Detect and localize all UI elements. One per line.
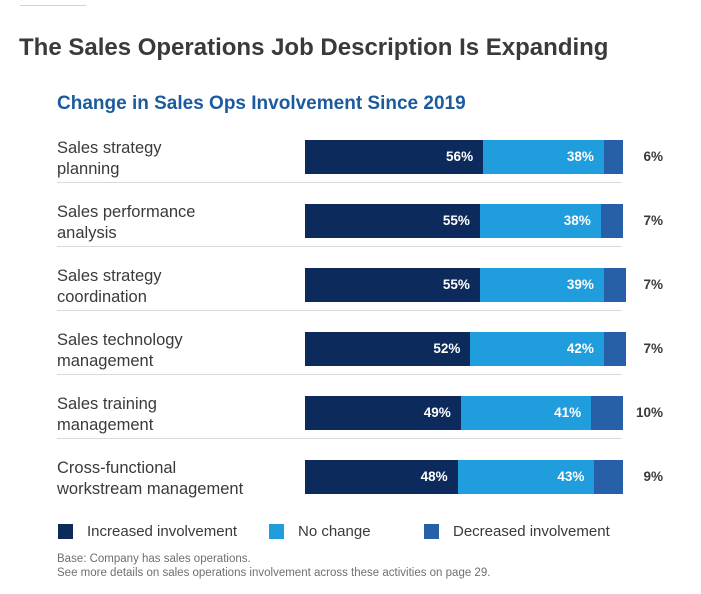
footnote-base: Base: Company has sales operations.	[57, 553, 251, 565]
data-label-decreased: 10%	[635, 405, 663, 420]
category-label-line: Sales performance	[57, 203, 196, 221]
data-label-no-change: 43%	[557, 469, 585, 484]
row-divider	[57, 182, 622, 183]
category-label: Sales strategy coordination	[57, 266, 297, 308]
chart-title: Change in Sales Ops Involvement Since 20…	[57, 93, 466, 114]
category-label-line: analysis	[57, 224, 117, 242]
legend-label: Increased involvement	[87, 522, 238, 540]
category-label: Sales technology management	[57, 330, 297, 372]
row-divider	[57, 246, 622, 247]
bar-no-change	[457, 460, 595, 494]
footnote-details: See more details on sales operations inv…	[57, 567, 491, 579]
data-label-increased: 49%	[423, 405, 451, 420]
data-label-no-change: 39%	[566, 277, 594, 292]
bar-decreased	[603, 332, 627, 366]
bar-decreased	[594, 460, 623, 494]
bar-decreased	[603, 268, 627, 302]
category-label: Cross-functional workstream management	[57, 458, 297, 500]
category-label-line: management	[57, 352, 154, 370]
legend-label: No change	[298, 522, 371, 540]
legend-swatch	[269, 523, 284, 539]
data-label-increased: 48%	[420, 469, 448, 484]
category-label-line: Sales strategy	[57, 267, 162, 285]
bar-decreased	[600, 204, 623, 238]
data-label-no-change: 41%	[554, 405, 582, 420]
data-label-decreased: 7%	[643, 213, 663, 228]
category-label-line: coordination	[57, 288, 147, 306]
bar-decreased	[591, 396, 623, 430]
category-label-line: Sales training	[57, 395, 157, 413]
legend-item-no-change: No change	[269, 522, 371, 540]
bar-increased	[305, 460, 458, 494]
category-label: Sales training management	[57, 394, 297, 436]
legend-item-decreased: Decreased involvement	[424, 522, 610, 540]
category-label-line: Sales technology	[57, 331, 183, 349]
data-label-no-change: 38%	[566, 149, 594, 164]
bar-no-change	[460, 396, 592, 430]
category-label-line: planning	[57, 160, 120, 178]
legend-swatch	[58, 523, 73, 539]
bar-increased	[305, 140, 484, 174]
row-divider	[57, 374, 622, 375]
bar-no-change	[483, 140, 604, 174]
legend-swatch	[424, 523, 439, 539]
bar-increased	[305, 396, 461, 430]
category-label-line: management	[57, 416, 154, 434]
row-divider	[57, 438, 622, 439]
data-label-no-change: 38%	[563, 213, 591, 228]
bar-no-change	[479, 268, 604, 302]
data-label-decreased: 9%	[643, 469, 663, 484]
data-label-decreased: 7%	[643, 277, 663, 292]
page-title: The Sales Operations Job Description Is …	[19, 34, 609, 61]
bar-no-change	[470, 332, 604, 366]
data-label-increased: 56%	[446, 149, 474, 164]
data-label-decreased: 6%	[643, 149, 663, 164]
bar-increased	[305, 204, 480, 238]
row-divider	[57, 310, 622, 311]
bar-increased	[305, 268, 480, 302]
data-label-decreased: 7%	[643, 341, 663, 356]
bar-no-change	[479, 204, 601, 238]
category-label-line: workstream management	[57, 480, 244, 498]
bar-increased	[305, 332, 471, 366]
data-label-no-change: 42%	[566, 341, 594, 356]
category-label: Sales strategy planning	[57, 138, 297, 180]
data-label-increased: 52%	[433, 341, 461, 356]
category-label-line: Cross-functional	[57, 459, 177, 477]
category-label-line: Sales strategy	[57, 139, 162, 157]
data-label-increased: 55%	[442, 213, 470, 228]
legend-item-increased: Increased involvement	[58, 522, 238, 540]
data-label-increased: 55%	[442, 277, 470, 292]
top-rule	[20, 5, 86, 6]
bar-decreased	[603, 140, 623, 174]
category-label: Sales performance analysis	[57, 202, 297, 244]
legend-label: Decreased involvement	[453, 522, 610, 540]
